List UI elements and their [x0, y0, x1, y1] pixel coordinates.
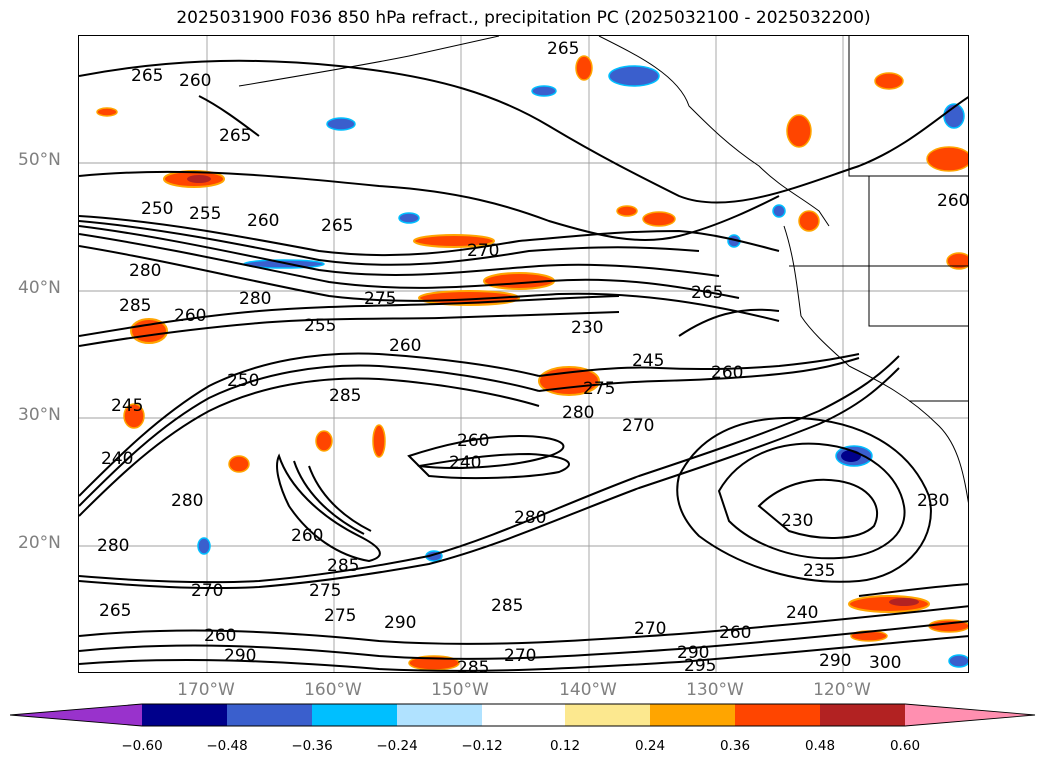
chart-title: 2025031900 F036 850 hPa refract., precip… [176, 8, 871, 28]
contour-label: 265 [131, 66, 163, 86]
map-canvas: 265 260 265 265 250 255 260 265 270 280 … [79, 36, 969, 673]
lon-label-120w: 120°W [813, 680, 871, 700]
lon-label-150w: 150°W [431, 680, 489, 700]
contour-label: 265 [547, 39, 579, 59]
contour-label: 235 [803, 561, 835, 581]
lon-label-160w: 160°W [304, 680, 362, 700]
map-panel[interactable]: 265 260 265 265 250 255 260 265 270 280 … [78, 35, 969, 673]
contour-label: 245 [111, 396, 143, 416]
colorbar-swatch [565, 704, 650, 726]
colorbar-swatch [820, 704, 905, 726]
contour-label: 280 [562, 403, 594, 423]
contour-label: 280 [239, 289, 271, 309]
contour-label: 265 [321, 216, 353, 236]
contour-label: 280 [97, 536, 129, 556]
contour-label: 245 [632, 351, 664, 371]
colorbar-swatch [227, 704, 312, 726]
contour-label: 260 [174, 306, 206, 326]
contour-label: 260 [247, 211, 279, 231]
contour-label: 265 [99, 601, 131, 621]
colorbar [10, 703, 1036, 727]
contour-label: 260 [711, 363, 743, 383]
contour-label: 230 [571, 318, 603, 338]
colorbar-swatch [397, 704, 482, 726]
contour-label: 280 [129, 261, 161, 281]
contour-label: 250 [141, 199, 173, 219]
colorbar-tick: −0.24 [376, 738, 418, 754]
contour-label: 260 [204, 626, 236, 646]
contour-label: 260 [389, 336, 421, 356]
colorbar-swatch [142, 704, 227, 726]
colorbar-swatch [650, 704, 735, 726]
contour-label: 280 [171, 491, 203, 511]
contour-label: 255 [189, 204, 221, 224]
contour-label: 275 [324, 606, 356, 626]
contour-label: 285 [327, 556, 359, 576]
colorbar-extend-max [905, 704, 1035, 726]
contour-label: 265 [691, 283, 723, 303]
contour-label: 295 [684, 656, 716, 673]
refractivity-contours [79, 59, 968, 672]
lat-label-50n: 50°N [18, 150, 61, 170]
colorbar-tick: 0.60 [889, 738, 921, 754]
colorbar-tick: −0.36 [291, 738, 333, 754]
contour-label: 240 [101, 449, 133, 469]
contour-label: 260 [179, 71, 211, 91]
colorbar-tick: −0.48 [206, 738, 248, 754]
contour-label: 285 [491, 596, 523, 616]
contour-label: 230 [781, 511, 813, 531]
colorbar-swatch [482, 704, 565, 726]
lon-label-140w: 140°W [559, 680, 617, 700]
colorbar-tick: 0.48 [804, 738, 836, 754]
colorbar-tick: −0.12 [461, 738, 503, 754]
contour-label: 240 [449, 453, 481, 473]
lon-label-170w: 170°W [177, 680, 235, 700]
contour-label: 290 [224, 646, 256, 666]
colorbar-swatch [735, 704, 820, 726]
contour-label: 230 [917, 491, 949, 511]
contour-label: 275 [364, 289, 396, 309]
contour-label: 285 [457, 658, 489, 673]
contour-label: 270 [622, 416, 654, 436]
lat-label-20n: 20°N [18, 533, 61, 553]
contour-label: 260 [719, 623, 751, 643]
contour-label: 300 [869, 653, 901, 673]
contour-label: 270 [634, 619, 666, 639]
contour-label: 270 [191, 581, 223, 601]
colorbar-swatch [312, 704, 397, 726]
contour-label: 290 [677, 643, 709, 663]
colorbar-tick: 0.36 [719, 738, 751, 754]
lon-label-130w: 130°W [686, 680, 744, 700]
contour-label: 265 [219, 126, 251, 146]
colorbar-extend-min [10, 704, 142, 726]
contour-label: 260 [457, 431, 489, 451]
contour-label: 290 [384, 613, 416, 633]
contour-label: 255 [304, 316, 336, 336]
contour-label: 260 [291, 526, 323, 546]
contour-label: 290 [819, 651, 851, 671]
graticule [79, 36, 968, 672]
contour-label: 270 [504, 646, 536, 666]
contour-label: 270 [467, 241, 499, 261]
contour-label: 285 [329, 386, 361, 406]
colorbar-tick: 0.24 [634, 738, 666, 754]
colorbar-tick: −0.60 [121, 738, 163, 754]
contour-labels: 265 260 265 265 250 255 260 265 270 280 … [97, 39, 969, 673]
colorbar-tick: 0.12 [549, 738, 581, 754]
contour-label: 275 [309, 581, 341, 601]
contour-label: 240 [786, 603, 818, 623]
contour-label: 275 [583, 379, 615, 399]
contour-label: 250 [227, 371, 259, 391]
contour-label: 260 [937, 191, 969, 211]
lat-label-40n: 40°N [18, 278, 61, 298]
contour-label: 280 [514, 508, 546, 528]
lat-label-30n: 30°N [18, 405, 61, 425]
coastlines [238, 36, 968, 504]
contour-label: 285 [119, 296, 151, 316]
